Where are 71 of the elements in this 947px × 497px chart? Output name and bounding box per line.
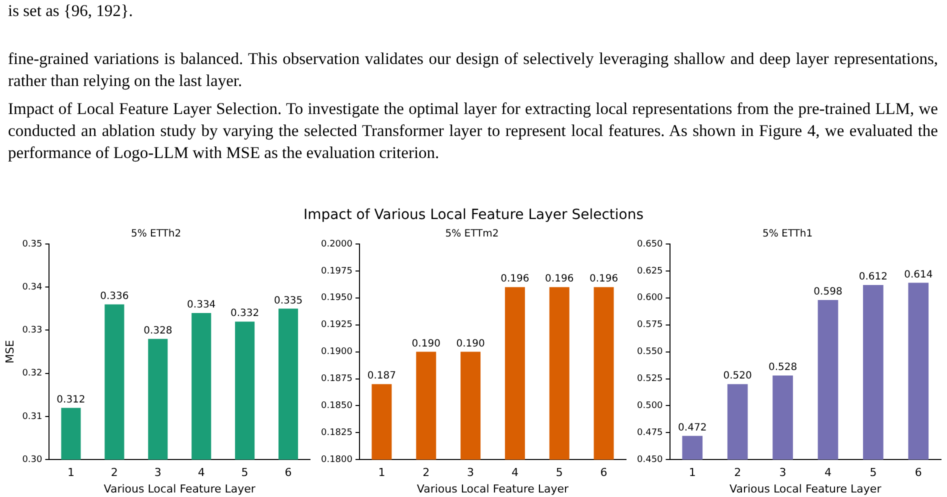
data-label: 0.612 (858, 272, 888, 283)
x-axis-title: Various Local Feature Layer (104, 482, 256, 496)
x-tick-label: 1 (688, 466, 696, 480)
y-tick-label: 0.525 (637, 374, 663, 384)
y-tick-label: 0.550 (637, 347, 664, 358)
chart-title: 5% ETTm2 (445, 228, 499, 240)
text: Impact of Local Feature Layer Selection. To investigate the optimal layer for extracting local representations from the pre-trained LLM, we conducted an ablation study by varying the selected Transformer layer to represent local features. As shown in Figure 4, we evaluated the performance of Logo-LLM with MSE as the evaluation criterion. (8, 98, 938, 164)
data-label: 0.190 (412, 338, 440, 350)
data-label: 0.614 (904, 269, 933, 280)
y-tick-label: 0.1825 (320, 428, 352, 438)
chart-title: 5% ETTh2 (130, 228, 182, 240)
data-label: 0.312 (56, 394, 86, 406)
data-label: 0.520 (723, 370, 752, 382)
x-tick-label: 2 (734, 466, 742, 480)
y-tick-label: 0.32 (22, 368, 42, 379)
data-label: 0.472 (678, 422, 707, 434)
y-tick-label: 0.2000 (320, 239, 353, 250)
y-tick-label: 0.500 (637, 401, 664, 412)
x-tick-label: 4 (198, 466, 205, 480)
y-tick-label: 0.1950 (320, 293, 353, 304)
y-tick-label: 0.1900 (320, 347, 353, 358)
y-tick-label: 0.34 (22, 282, 43, 292)
x-tick-label: 5 (556, 466, 563, 480)
data-label: 0.332 (230, 308, 260, 320)
data-label: 0.335 (274, 295, 303, 306)
text: Impact of Various Local Feature Layer Selections (302, 207, 645, 223)
x-tick-label: 5 (870, 466, 877, 480)
x-tick-label: 6 (600, 466, 608, 480)
x-tick-label: 4 (511, 466, 518, 480)
y-tick-label: 0.30 (22, 454, 43, 465)
y-tick-label: 0.1925 (320, 320, 352, 330)
data-label: 0.328 (144, 325, 172, 336)
x-tick-label: 2 (110, 466, 118, 480)
y-tick-label: 0.1875 (320, 374, 352, 384)
y-tick-label: 0.450 (637, 454, 664, 465)
x-tick-label: 1 (67, 466, 74, 480)
x-tick-label: 6 (914, 466, 922, 480)
y-tick-label: 0.33 (22, 326, 42, 336)
x-tick-label: 6 (284, 466, 292, 480)
data-label: 0.528 (768, 362, 798, 374)
y-tick-label: 0.1800 (320, 454, 353, 465)
y-tick-label: 0.650 (637, 239, 664, 250)
y-tick-label: 0.1975 (320, 266, 352, 276)
y-axis-title: MSE (3, 340, 16, 364)
y-tick-label: 0.625 (637, 266, 663, 276)
data-label: 0.196 (500, 274, 530, 285)
x-axis-title: Various Local Feature Layer (416, 482, 570, 496)
data-label: 0.187 (367, 370, 396, 382)
text: is set as {96, 192}. (8, 0, 134, 22)
x-axis-title: Various Local Feature Layer (730, 482, 882, 496)
y-tick-label: 0.1850 (320, 401, 353, 412)
data-label: 0.334 (187, 300, 216, 311)
chart-title: 5% ETTh1 (762, 228, 813, 240)
y-tick-label: 0.475 (637, 428, 663, 438)
data-label: 0.336 (100, 290, 129, 302)
x-tick-label: 3 (154, 466, 162, 480)
y-tick-label: 0.35 (22, 239, 42, 250)
y-tick-label: 0.600 (637, 293, 664, 304)
data-label: 0.196 (545, 274, 574, 285)
x-tick-label: 5 (241, 466, 248, 480)
data-label: 0.598 (814, 286, 842, 298)
x-tick-label: 3 (779, 466, 786, 480)
x-tick-label: 4 (824, 466, 832, 480)
text: fine-grained variations is balanced. This observation validates our design of selectively leveraging shallow and deep layer representations, rather than relying on the last layer. (8, 48, 938, 92)
data-label: 0.196 (589, 274, 618, 285)
data-label: 0.190 (456, 338, 485, 350)
x-tick-label: 2 (422, 466, 430, 480)
y-tick-label: 0.31 (22, 412, 42, 422)
x-tick-label: 3 (467, 466, 474, 480)
x-tick-label: 1 (378, 466, 386, 480)
y-tick-label: 0.575 (637, 320, 663, 330)
